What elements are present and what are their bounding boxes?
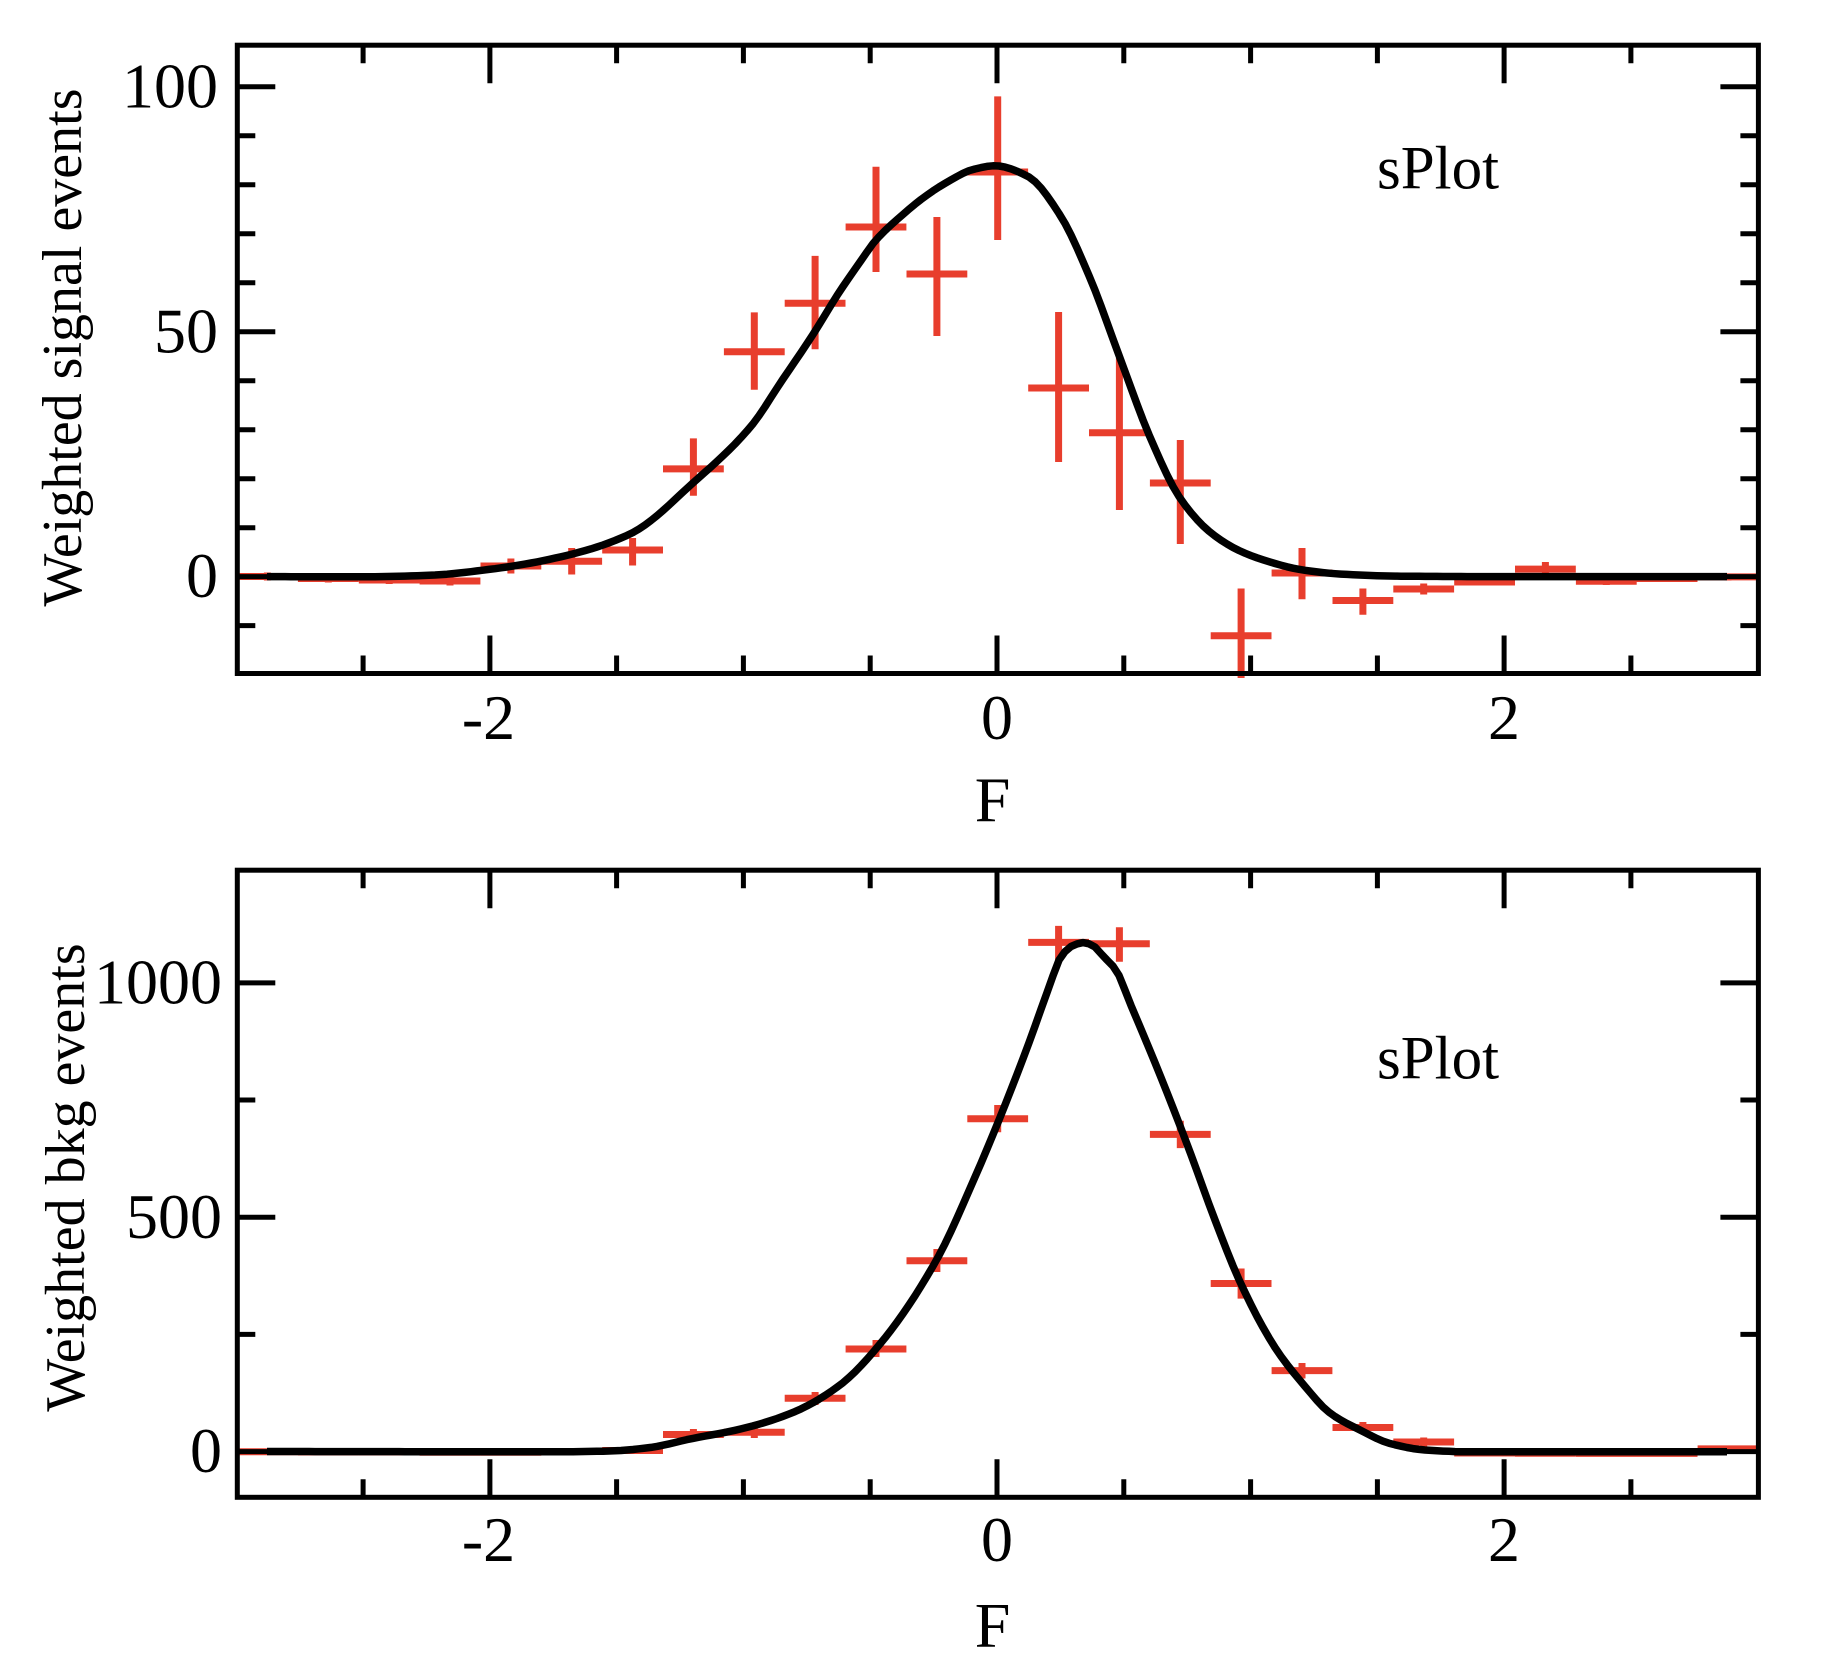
- svg-text:1000: 1000: [94, 947, 222, 1018]
- svg-text:100: 100: [122, 50, 218, 121]
- svg-text:sPlot: sPlot: [1377, 136, 1499, 203]
- svg-text:50: 50: [154, 295, 218, 366]
- svg-text:500: 500: [126, 1181, 222, 1252]
- svg-text:2: 2: [1488, 682, 1520, 753]
- svg-text:-2: -2: [462, 1504, 515, 1575]
- svg-text:F: F: [975, 1590, 1011, 1661]
- svg-text:0: 0: [981, 1504, 1013, 1575]
- svg-text:Weighted signal events: Weighted signal events: [32, 88, 94, 606]
- svg-text:sPlot: sPlot: [1377, 1026, 1499, 1093]
- svg-text:-2: -2: [462, 682, 515, 753]
- svg-text:0: 0: [981, 682, 1013, 753]
- svg-text:0: 0: [186, 540, 218, 611]
- svg-text:Weighted bkg events: Weighted bkg events: [35, 943, 97, 1411]
- svg-text:2: 2: [1488, 1504, 1520, 1575]
- svg-text:F: F: [975, 764, 1011, 835]
- svg-text:0: 0: [190, 1415, 222, 1486]
